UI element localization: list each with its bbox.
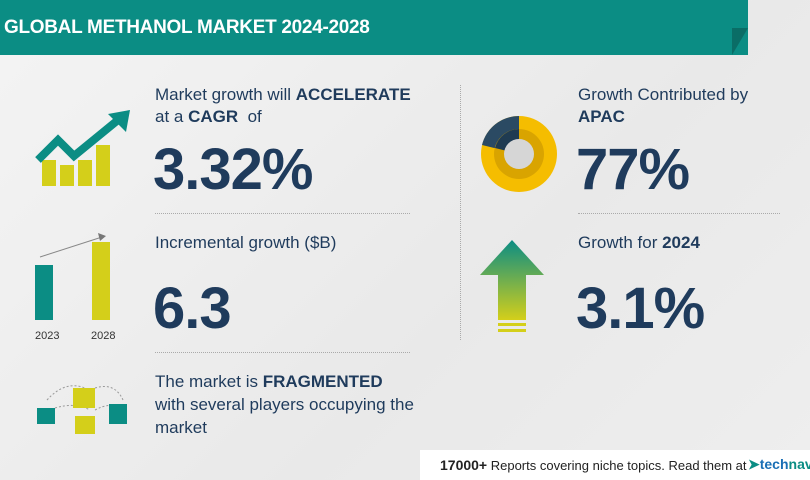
vertical-divider <box>460 85 461 340</box>
bar-2023 <box>35 265 53 320</box>
growth-year-value: 3.1% <box>576 276 705 341</box>
title-banner <box>0 0 748 55</box>
growth-year-label: Growth for 2024 <box>578 233 700 252</box>
up-arrow-icon <box>480 240 544 332</box>
divider <box>155 213 410 214</box>
divider <box>578 213 780 214</box>
bar-growth-icon <box>35 233 110 320</box>
region-value: 77% <box>576 137 690 202</box>
technavio-logo-link[interactable]: ➤technav <box>748 456 810 472</box>
year-label: 2023 <box>35 330 60 342</box>
divider <box>155 352 410 353</box>
incremental-label: Incremental growth ($B) <box>155 233 337 252</box>
growth-chart-icon <box>35 110 130 186</box>
donut-chart-icon <box>481 115 557 192</box>
cagr-label: Market growth will ACCELERATE at a CAGR … <box>155 85 411 126</box>
region-label: Growth Contributed by APAC <box>578 85 749 126</box>
year-label: 2028 <box>91 330 116 342</box>
incremental-value: 6.3 <box>153 276 232 341</box>
footer-band <box>420 450 810 480</box>
bar-2028 <box>92 242 110 320</box>
cagr-value: 3.32% <box>153 137 313 202</box>
buildings-icon <box>37 385 127 434</box>
footer-text: 17000+ Reports covering niche topics. Re… <box>440 457 747 473</box>
page-title: GLOBAL METHANOL MARKET 2024-2028 <box>4 17 370 38</box>
fragmented-text: The market is FRAGMENTED with several pl… <box>155 372 414 437</box>
banner-fold <box>732 28 748 55</box>
